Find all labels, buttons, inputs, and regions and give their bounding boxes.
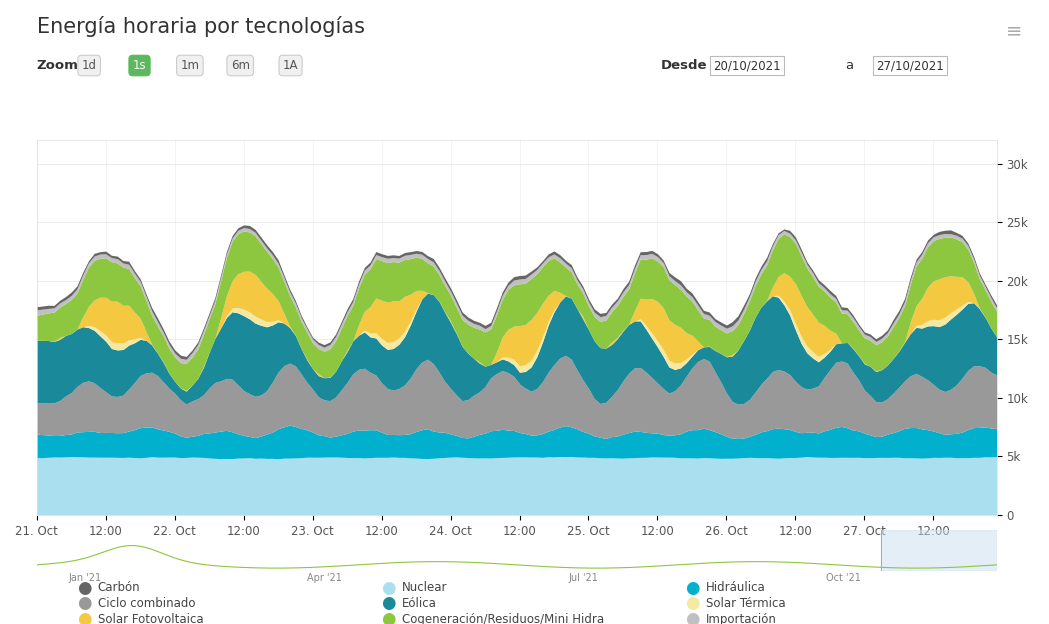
Text: Eólica: Eólica [402,597,436,610]
Text: 1s: 1s [133,59,146,72]
Text: 1d: 1d [82,59,97,72]
Text: ≡: ≡ [1006,22,1023,41]
Bar [881,530,997,571]
Text: Energía horaria por tecnologías: Energía horaria por tecnologías [37,16,365,37]
Text: ●: ● [77,595,91,612]
Text: Solar Fotovoltaica: Solar Fotovoltaica [98,613,204,624]
Text: 20/10/2021: 20/10/2021 [713,59,780,72]
Text: ●: ● [381,595,395,612]
Text: Nuclear: Nuclear [402,582,447,594]
Text: ●: ● [77,610,91,624]
Text: Importación: Importación [706,613,777,624]
Text: Zoom: Zoom [37,59,79,72]
Text: ●: ● [685,610,700,624]
Text: 27/10/2021: 27/10/2021 [876,59,944,72]
Text: 6m: 6m [231,59,250,72]
Text: Cogeneración/Residuos/Mini Hidra: Cogeneración/Residuos/Mini Hidra [402,613,604,624]
Text: Jul '21: Jul '21 [569,573,599,583]
Text: Desde: Desde [661,59,707,72]
Text: ●: ● [685,595,700,612]
Text: ●: ● [381,610,395,624]
Text: Apr '21: Apr '21 [307,573,342,583]
Text: Ciclo combinado: Ciclo combinado [98,597,195,610]
Text: 1m: 1m [180,59,199,72]
Text: 1A: 1A [283,59,298,72]
Text: Carbón: Carbón [98,582,141,594]
Text: Hidráulica: Hidráulica [706,582,766,594]
Text: ●: ● [77,579,91,597]
Text: Oct '21: Oct '21 [826,573,860,583]
Text: Jan '21: Jan '21 [68,573,102,583]
Text: ●: ● [685,579,700,597]
Text: Solar Térmica: Solar Térmica [706,597,786,610]
Text: a: a [845,59,854,72]
Text: ●: ● [381,579,395,597]
